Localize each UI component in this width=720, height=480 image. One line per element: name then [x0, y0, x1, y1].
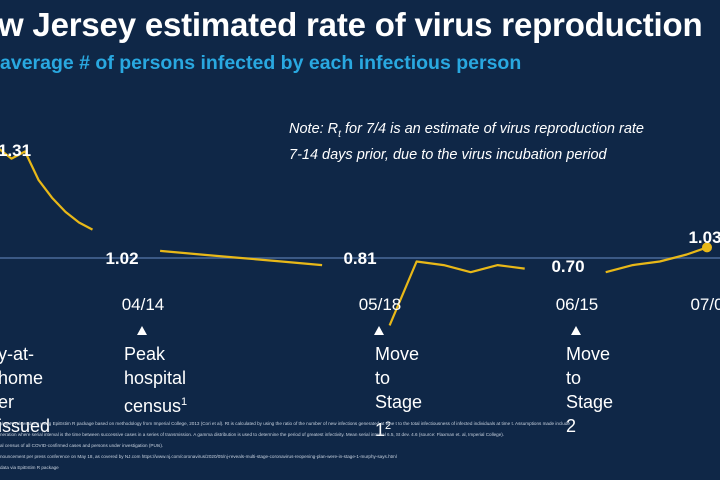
rt-latest-point	[702, 242, 712, 253]
x-tick-label-4: 06/15	[556, 295, 599, 314]
event-peak-hospital-text: Peak hospital census	[124, 344, 187, 416]
x-tick-label-5: 07/0	[690, 295, 720, 314]
event-stage-1: Move to Stage 12	[375, 342, 422, 442]
note-subscript: t	[338, 128, 341, 140]
event-marker-stage2	[571, 326, 581, 335]
data-label-5: 1.03	[688, 228, 720, 247]
x-tick-label-3: 05/18	[359, 295, 402, 314]
rt-series-line-segment-3	[388, 260, 525, 326]
footnote-5: data via EpiEstim R package	[0, 465, 59, 470]
x-tick-label-2: 04/14	[122, 295, 165, 314]
note-prefix: Note: R	[289, 121, 339, 137]
event-peak-hospital: Peak hospital census1	[124, 342, 187, 418]
rt-series-line-segment-2	[160, 249, 323, 267]
event-stay-at-home: y-at-home er issued	[0, 342, 50, 438]
event-stage-1-text: Move to Stage 1	[375, 344, 423, 440]
event-marker-stage1	[374, 326, 384, 335]
event-stage-2-text: Move to Stage 2	[566, 344, 614, 436]
footnote-3: al census of all COVID-confirmed cases a…	[0, 443, 164, 448]
note-text: Note: Rt for 7/4 is an estimate of virus…	[289, 119, 719, 166]
page-subtitle: average # of persons infected by each in…	[0, 52, 522, 74]
footnote-1: ying R values done using EpiEstim R pack…	[0, 421, 570, 426]
data-label-3: 0.81	[343, 249, 376, 268]
rt-series-line-segment-4	[605, 246, 708, 274]
data-label-2: 1.02	[105, 249, 138, 268]
footnote-4: nouncement per press conference on May 1…	[0, 454, 397, 459]
footnotes: ying R values done using EpiEstim R pack…	[0, 418, 720, 473]
note-suffix: for 7/4 is an estimate of virus reproduc…	[340, 121, 644, 137]
event-peak-hospital-sup: 1	[181, 396, 188, 408]
note-line-2: 7-14 days prior, due to the virus incuba…	[289, 146, 607, 163]
rt-series-line-segment-1	[0, 148, 94, 231]
event-marker-peak	[137, 326, 147, 335]
event-stay-at-home-text: y-at-home er issued	[0, 344, 51, 436]
event-stage-1-sup: 2	[385, 420, 392, 432]
data-label-4: 0.70	[551, 257, 584, 276]
rt-line-chart: 1.31 1.02 0.81 0.70 1.03 04/14 05/18 06/15 07/0	[0, 141, 720, 326]
data-label-1: 1.31	[0, 141, 31, 160]
page-title: w Jersey estimated rate of virus reprodu…	[0, 6, 703, 43]
event-stage-2: Move to Stage 2	[566, 342, 613, 438]
footnote-2: neration where serial interval is the ti…	[0, 432, 505, 437]
